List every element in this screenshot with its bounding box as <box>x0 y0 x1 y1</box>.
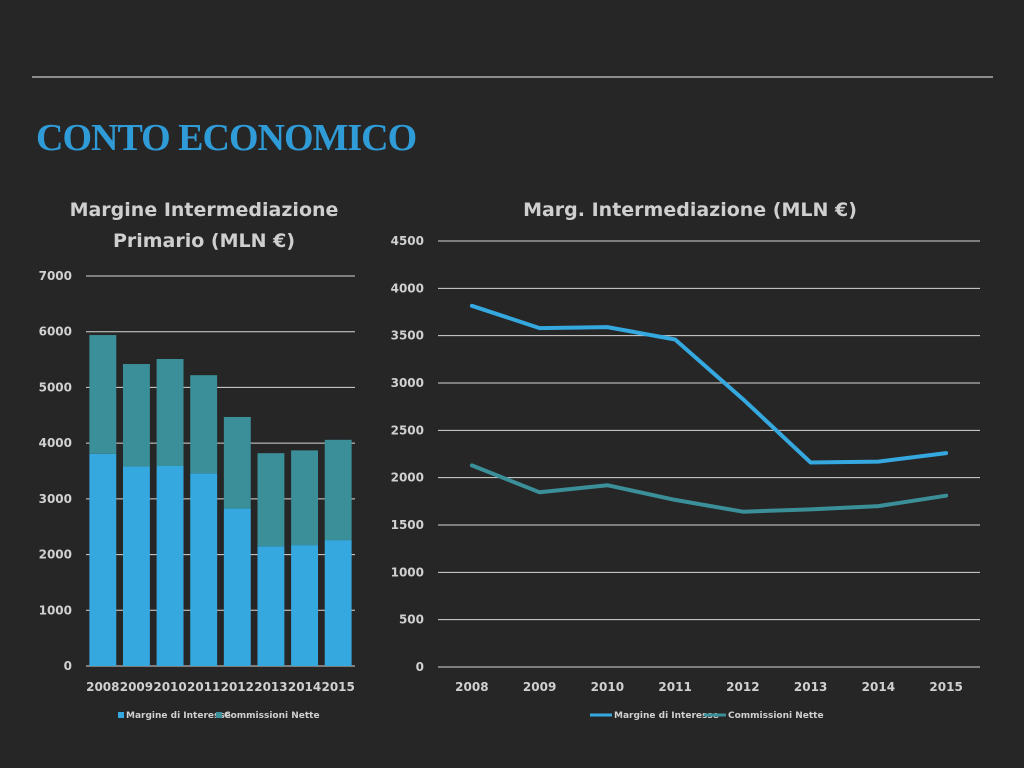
line-point <box>674 338 676 340</box>
line-point <box>945 495 947 497</box>
bar-chart-x-tick: 2012 <box>221 680 254 694</box>
line-point <box>742 511 744 513</box>
bar-chart-y-tick: 2000 <box>39 548 72 562</box>
bar-chart-y-tick: 0 <box>64 659 72 673</box>
bar-chart-y-tick: 4000 <box>39 436 72 450</box>
bar-chart-y-tick: 7000 <box>39 269 72 283</box>
line-chart-y-tick: 1500 <box>391 518 424 532</box>
line-point <box>471 464 473 466</box>
bar-segment <box>122 364 150 467</box>
bar-chart-y-tick: 1000 <box>39 603 72 617</box>
bar-segment <box>257 546 285 666</box>
bar-segment <box>190 473 218 666</box>
bar-segment <box>223 416 251 509</box>
line-series-interesse <box>469 303 949 465</box>
line-chart-title: Marg. Intermediazione (MLN €) <box>523 199 857 221</box>
line-chart-x-tick: 2010 <box>591 680 624 694</box>
line-point <box>877 461 879 463</box>
bar-chart-x-tick: 2008 <box>86 680 119 694</box>
line-chart-y-tick: 3500 <box>391 329 424 343</box>
bar-segment <box>324 540 352 666</box>
line-point <box>674 499 676 501</box>
bar-chart-x-tick: 2010 <box>153 680 186 694</box>
line-chart-x-tick: 2014 <box>862 680 895 694</box>
top-divider <box>32 76 993 78</box>
bar-segment <box>223 508 251 666</box>
bar-chart-y-tick: 3000 <box>39 492 72 506</box>
bar-chart-y-tick: 6000 <box>39 325 72 339</box>
line-chart-y-tick: 2500 <box>391 423 424 437</box>
bar-chart-x-tick: 2014 <box>288 680 321 694</box>
line-chart-y-tick: 3000 <box>391 376 424 390</box>
line-point <box>810 508 812 510</box>
line-chart-x-tick: 2012 <box>726 680 759 694</box>
bar-chart-x-tick: 2009 <box>120 680 153 694</box>
bar-chart-title-line: Margine Intermediazione <box>70 199 339 221</box>
bar-legend-label: Commissioni Nette <box>224 711 320 721</box>
bar-chart-y-tick: 5000 <box>39 380 72 394</box>
line-point <box>539 327 541 329</box>
line-point <box>945 452 947 454</box>
line-chart-y-tick: 4500 <box>391 234 424 248</box>
line-chart-x-tick: 2008 <box>455 680 488 694</box>
line-chart-y-tick: 2000 <box>391 471 424 485</box>
bar-chart-x-tick: 2015 <box>321 680 354 694</box>
line-point <box>471 305 473 307</box>
line-point <box>742 398 744 400</box>
line-chart-y-tick: 1000 <box>391 565 424 579</box>
bar-segment <box>291 545 319 666</box>
line-chart-y-tick: 0 <box>416 660 424 674</box>
bar-segment <box>190 375 218 474</box>
line-chart-x-tick: 2015 <box>929 680 962 694</box>
line-legend-label: Margine di Interesse <box>614 711 719 721</box>
line-point <box>810 462 812 464</box>
bar-chart-title-line: Primario (MLN €) <box>113 230 295 252</box>
line-point <box>606 484 608 486</box>
line-chart-x-tick: 2009 <box>523 680 556 694</box>
bar-segment <box>257 453 285 547</box>
bar-legend-label: Margine di Interesse <box>126 711 231 721</box>
bar-segment <box>291 450 319 546</box>
bar-legend-swatch <box>118 712 124 718</box>
bar-segment <box>89 335 117 454</box>
slide-title: CONTO ECONOMICO <box>36 117 417 159</box>
bar-segment <box>89 453 117 666</box>
bar-segment <box>324 439 352 541</box>
line-series-commissioni <box>469 463 949 514</box>
line-point <box>877 505 879 507</box>
line-point <box>539 491 541 493</box>
bar-segment <box>156 359 184 466</box>
line-chart-y-tick: 4000 <box>391 281 424 295</box>
line-legend-label: Commissioni Nette <box>728 711 824 721</box>
line-point <box>606 326 608 328</box>
bar-segment <box>156 465 184 666</box>
line-chart-y-tick: 500 <box>399 613 424 627</box>
line-chart-x-tick: 2013 <box>794 680 827 694</box>
bar-chart-x-tick: 2013 <box>254 680 287 694</box>
bar-chart-x-tick: 2011 <box>187 680 220 694</box>
bar-legend-swatch <box>216 712 222 718</box>
line-chart-x-tick: 2011 <box>658 680 691 694</box>
bar-segment <box>122 466 150 666</box>
